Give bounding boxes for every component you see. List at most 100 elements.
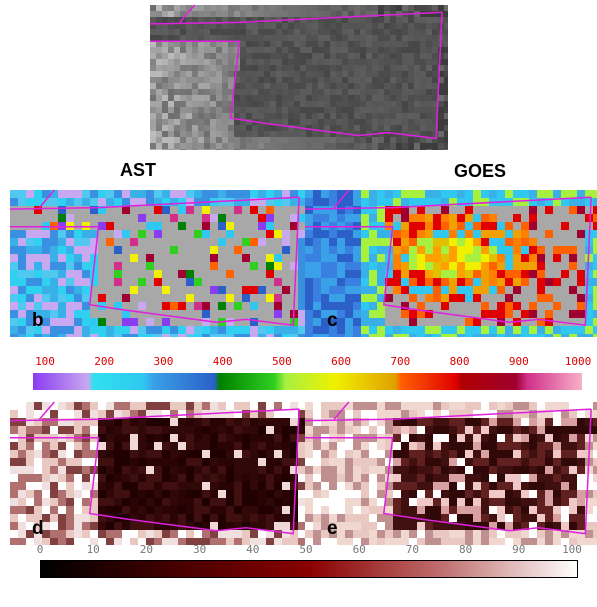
map-pixel bbox=[234, 278, 242, 286]
map-pixel bbox=[298, 450, 305, 458]
map-pixel bbox=[409, 230, 417, 238]
map-pixel bbox=[465, 222, 473, 230]
map-pixel bbox=[168, 71, 174, 77]
map-pixel bbox=[393, 522, 401, 530]
map-pixel bbox=[282, 286, 290, 294]
map-pixel bbox=[585, 334, 593, 337]
map-pixel bbox=[178, 426, 186, 434]
map-pixel bbox=[372, 71, 378, 77]
map-pixel bbox=[58, 214, 66, 222]
map-pixel bbox=[226, 334, 234, 337]
map-pixel bbox=[312, 89, 318, 95]
map-pixel bbox=[82, 318, 90, 326]
map-pixel bbox=[162, 83, 168, 89]
map-pixel bbox=[234, 482, 242, 490]
map-pixel bbox=[242, 310, 250, 318]
map-pixel bbox=[234, 238, 242, 246]
map-pixel bbox=[497, 238, 505, 246]
map-pixel bbox=[402, 47, 408, 53]
map-pixel bbox=[414, 71, 420, 77]
map-pixel bbox=[246, 53, 252, 59]
map-pixel bbox=[336, 59, 342, 65]
map-pixel bbox=[553, 498, 561, 506]
map-pixel bbox=[305, 402, 313, 410]
map-pixel bbox=[313, 238, 321, 246]
map-pixel bbox=[242, 482, 250, 490]
map-pixel bbox=[82, 490, 90, 498]
map-pixel bbox=[312, 11, 318, 17]
map-pixel bbox=[222, 53, 228, 59]
map-pixel bbox=[457, 302, 465, 310]
map-pixel bbox=[336, 89, 342, 95]
map-pixel bbox=[42, 450, 50, 458]
map-pixel bbox=[345, 318, 353, 326]
map-pixel bbox=[192, 53, 198, 59]
map-pixel bbox=[288, 35, 294, 41]
map-pixel bbox=[154, 466, 162, 474]
map-pixel bbox=[154, 286, 162, 294]
map-pixel bbox=[290, 490, 298, 498]
map-pixel bbox=[396, 143, 402, 149]
map-pixel bbox=[258, 23, 264, 29]
map-pixel bbox=[369, 302, 377, 310]
map-pixel bbox=[481, 506, 489, 514]
map-pixel bbox=[90, 310, 98, 318]
map-pixel bbox=[329, 334, 337, 337]
map-pixel bbox=[378, 23, 384, 29]
map-pixel bbox=[82, 458, 90, 466]
map-pixel bbox=[226, 514, 234, 522]
map-pixel bbox=[401, 270, 409, 278]
map-pixel bbox=[414, 5, 420, 11]
map-pixel bbox=[369, 214, 377, 222]
map-pixel bbox=[497, 278, 505, 286]
map-pixel bbox=[154, 278, 162, 286]
map-pixel bbox=[174, 107, 180, 113]
map-pixel bbox=[242, 514, 250, 522]
map-pixel bbox=[58, 222, 66, 230]
map-pixel bbox=[138, 530, 146, 538]
map-pixel bbox=[264, 101, 270, 107]
map-pixel bbox=[438, 143, 444, 149]
map-pixel bbox=[393, 506, 401, 514]
map-pixel bbox=[154, 426, 162, 434]
map-pixel bbox=[521, 318, 529, 326]
map-pixel bbox=[378, 143, 384, 149]
map-pixel bbox=[513, 434, 521, 442]
map-pixel bbox=[106, 190, 114, 198]
map-pixel bbox=[26, 246, 34, 254]
map-pixel bbox=[354, 41, 360, 47]
map-pixel bbox=[569, 514, 577, 522]
map-pixel bbox=[521, 514, 529, 522]
map-pixel bbox=[396, 119, 402, 125]
map-pixel bbox=[202, 426, 210, 434]
map-pixel bbox=[180, 113, 186, 119]
map-pixel bbox=[401, 190, 409, 198]
map-pixel bbox=[345, 302, 353, 310]
map-pixel bbox=[353, 450, 361, 458]
map-pixel bbox=[170, 426, 178, 434]
map-pixel bbox=[585, 262, 593, 270]
map-pixel bbox=[258, 53, 264, 59]
map-pixel bbox=[162, 131, 168, 137]
map-pixel bbox=[162, 310, 170, 318]
map-pixel bbox=[222, 23, 228, 29]
map-pixel bbox=[348, 65, 354, 71]
map-pixel bbox=[130, 334, 138, 337]
column-label: GOES bbox=[454, 161, 506, 181]
map-pixel bbox=[497, 506, 505, 514]
map-pixel bbox=[130, 278, 138, 286]
map-pixel bbox=[345, 426, 353, 434]
map-pixel bbox=[216, 23, 222, 29]
map-pixel bbox=[82, 294, 90, 302]
map-pixel bbox=[537, 230, 545, 238]
map-pixel bbox=[300, 5, 306, 11]
map-pixel bbox=[348, 77, 354, 83]
map-pixel bbox=[369, 222, 377, 230]
map-pixel bbox=[18, 506, 26, 514]
map-pixel bbox=[553, 522, 561, 530]
map-pixel bbox=[252, 65, 258, 71]
map-pixel bbox=[186, 522, 194, 530]
map-pixel bbox=[156, 17, 162, 23]
map-pixel bbox=[146, 294, 154, 302]
map-pixel bbox=[505, 490, 513, 498]
